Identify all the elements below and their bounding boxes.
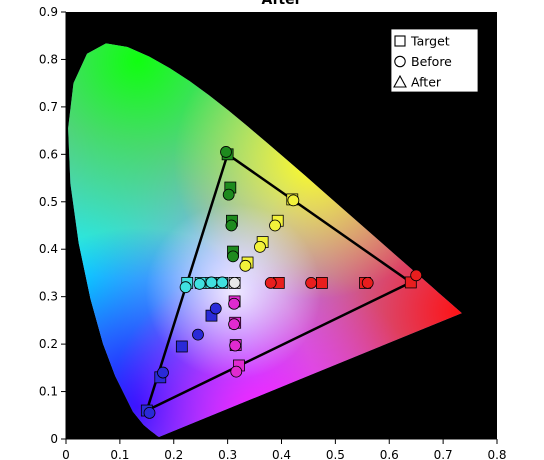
before-marker	[216, 276, 229, 289]
legend-after-icon	[393, 74, 407, 88]
y-tick-label: 0.4	[39, 242, 58, 256]
axes: 0 0.1 0.2 0.3 0.4 0.5 0.6 0.7 0.8 0.9 0 0.1 0.2 0.3 0.…	[39, 5, 507, 460]
before-marker	[220, 146, 232, 158]
legend-target-icon	[394, 35, 406, 47]
y-tick-label: 0.1	[39, 385, 58, 399]
before-marker	[179, 281, 192, 294]
legend-label: After	[411, 75, 442, 90]
before-marker	[305, 277, 318, 289]
y-tick-label: 0.9	[39, 5, 58, 19]
y-tick-label: 0.8	[39, 52, 58, 66]
target-marker	[316, 277, 328, 289]
before-marker	[143, 407, 156, 419]
target-marker	[175, 340, 188, 353]
x-tick-label: 0.4	[272, 448, 291, 460]
before-marker	[192, 328, 204, 341]
x-tick-label: 0.8	[487, 448, 506, 460]
y-tick-label: 0	[50, 432, 58, 446]
before-marker	[193, 277, 206, 290]
data-markers	[140, 146, 423, 419]
before-marker	[230, 365, 243, 378]
before-marker	[361, 277, 374, 289]
x-tick-label: 0.1	[110, 448, 129, 460]
before-marker	[209, 302, 222, 315]
before-marker	[410, 269, 423, 282]
x-tick-label: 0	[62, 448, 70, 460]
before-marker	[205, 276, 218, 289]
before-marker	[239, 259, 252, 272]
x-tick-label: 0.3	[218, 448, 237, 460]
legend-before-icon	[394, 55, 406, 68]
y-tick-label: 0.7	[39, 100, 58, 114]
chart-title: After	[261, 0, 301, 8]
y-tick-label: 0.6	[39, 147, 58, 161]
y-tick-label: 0.3	[39, 290, 58, 304]
before-marker	[269, 219, 281, 232]
before-marker	[222, 188, 235, 201]
x-tick-label: 0.5	[326, 448, 345, 460]
y-tick-label: 0.5	[39, 195, 58, 209]
before-marker	[229, 339, 242, 352]
before-marker	[228, 297, 240, 310]
before-marker	[225, 219, 238, 232]
x-tick-label: 0.2	[164, 448, 183, 460]
before-marker	[227, 250, 239, 263]
y-tick-label: 0.2	[39, 337, 58, 351]
legend-label: Before	[411, 54, 452, 69]
x-tick-label: 0.6	[380, 448, 399, 460]
legend: Target Before After	[390, 28, 479, 93]
before-marker	[254, 240, 266, 253]
before-marker	[228, 318, 240, 331]
before-marker	[264, 277, 277, 289]
legend-label: Target	[410, 34, 450, 49]
before-marker	[157, 366, 169, 379]
before-marker	[287, 194, 300, 207]
x-tick-label: 0.7	[434, 448, 453, 460]
before-marker	[228, 277, 241, 289]
